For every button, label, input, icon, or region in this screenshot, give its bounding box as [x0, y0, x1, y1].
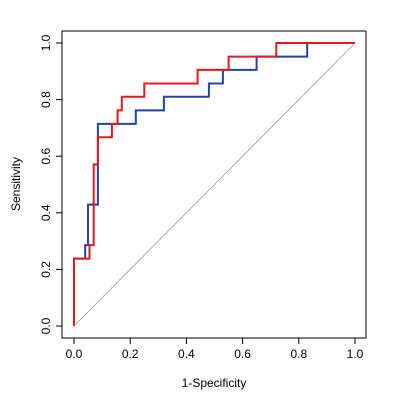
- y-tick-label: 0.2: [39, 261, 53, 278]
- y-tick-label: 0.0: [39, 317, 53, 334]
- series-layer: [73, 42, 355, 326]
- x-tick-label: 0.6: [234, 347, 251, 361]
- y-axis: 0.0 0.2 0.4 0.6 0.8 1.0: [39, 34, 63, 334]
- x-tick-label: 0.8: [290, 347, 307, 361]
- x-axis-title: 1-Specificity: [182, 376, 247, 390]
- y-tick-label: 1.0: [39, 34, 53, 51]
- roc-series-line-2: [73, 42, 355, 326]
- x-tick-label: 0.2: [122, 347, 139, 361]
- roc-series-line-1: [73, 42, 355, 326]
- x-tick-label: 0.0: [66, 347, 83, 361]
- y-tick-label: 0.4: [39, 204, 53, 221]
- y-axis-title: Sensitivity: [9, 157, 23, 211]
- y-tick-label: 0.8: [39, 91, 53, 108]
- y-tick-label: 0.6: [39, 148, 53, 165]
- x-tick-label: 0.4: [178, 347, 195, 361]
- x-tick-label: 1.0: [347, 347, 364, 361]
- x-axis: 0.0 0.2 0.4 0.6 0.8 1.0: [66, 337, 364, 361]
- reference-layer: [73, 42, 356, 327]
- reference-diagonal-line: [73, 42, 356, 327]
